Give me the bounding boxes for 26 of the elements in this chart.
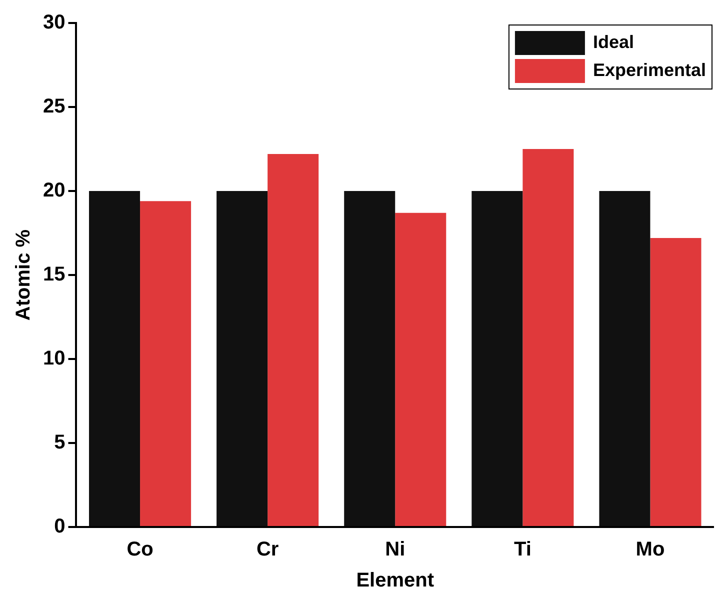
x-tick-label: Co [126,538,154,561]
bar [522,149,574,526]
x-axis-title: Element [356,570,434,592]
bar [268,154,319,526]
bar [650,238,702,526]
x-tick-label: Ni [385,538,406,561]
y-axis-title: Atomic % [12,229,35,321]
x-tick-label: Mo [636,538,665,561]
y-tick-label: 0 [54,516,66,538]
y-tick-label: 15 [42,264,66,286]
bar [216,191,268,526]
y-tick-label: 10 [42,348,66,370]
y-tick-label: 5 [54,432,66,454]
y-tick-label: 25 [42,96,66,118]
bar [472,191,523,526]
legend-label: Ideal [592,32,634,52]
legend-label: Experimental [592,60,706,80]
bar [140,201,192,526]
bar [89,191,140,526]
y-tick-label: 20 [42,180,66,202]
bar [344,191,396,526]
x-tick-label: Cr [256,538,279,561]
bar [395,212,446,526]
x-tick-label: Ti [514,538,532,561]
bar [599,191,650,526]
y-tick-label: 30 [42,12,66,34]
